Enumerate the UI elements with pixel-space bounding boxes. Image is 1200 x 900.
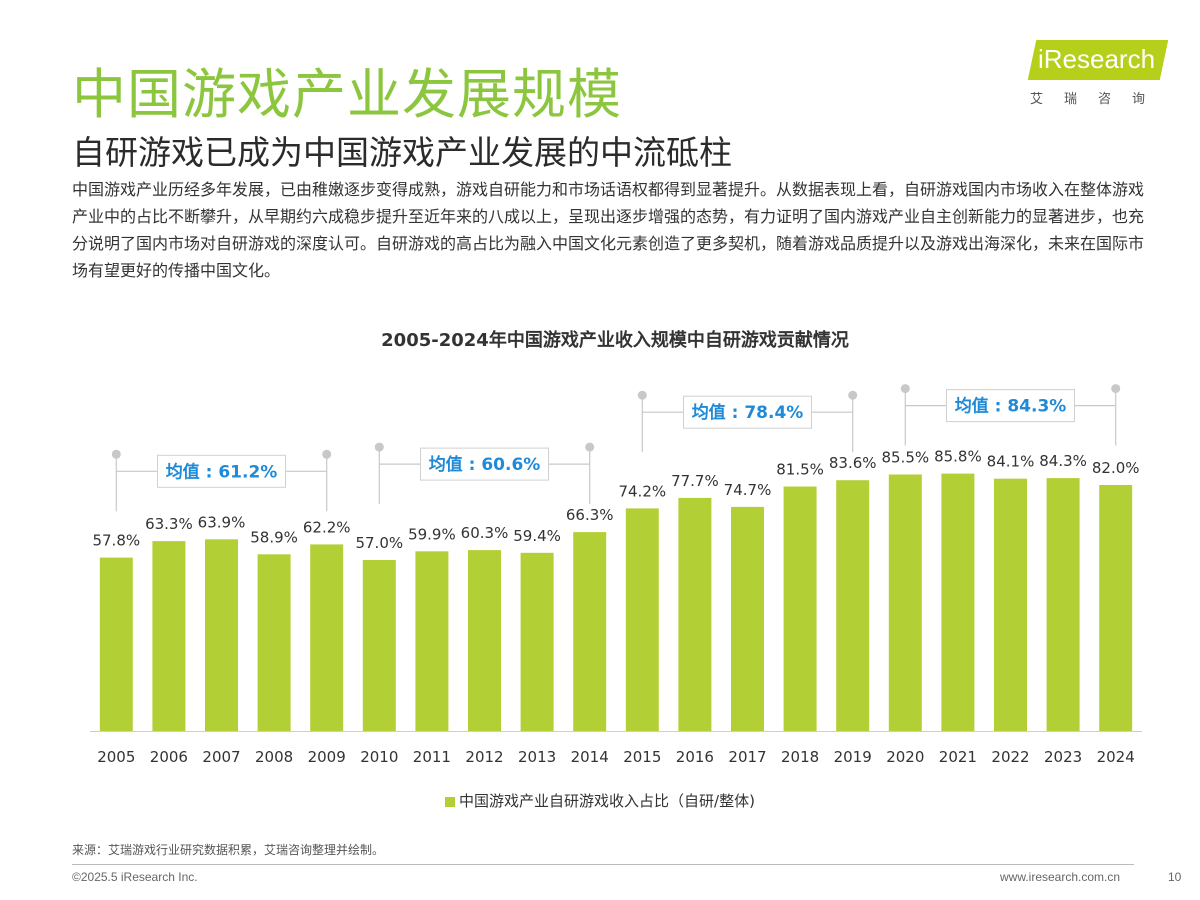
- x-tick-label: 2009: [308, 748, 346, 766]
- average-label-box: [420, 447, 549, 481]
- bar: [415, 551, 449, 731]
- x-tick-label: 2018: [781, 748, 819, 766]
- legend-swatch: [445, 796, 456, 807]
- x-tick-label: 2013: [518, 748, 556, 766]
- x-tick-label: 2024: [1097, 748, 1135, 766]
- x-tick-label: 2016: [676, 748, 714, 766]
- logo-subtext: 艾瑞咨询: [1030, 92, 1167, 107]
- x-tick-label: 2007: [202, 748, 240, 766]
- bar: [836, 480, 870, 731]
- bar: [1099, 485, 1133, 731]
- bar: [678, 497, 712, 731]
- bar: [362, 560, 396, 731]
- average-label-box: [946, 389, 1075, 423]
- bar-value-label: 77.7%: [671, 472, 719, 490]
- bar-value-label: 82.0%: [1092, 459, 1140, 477]
- x-tick-label: 2010: [360, 748, 398, 766]
- x-tick-label: 2021: [939, 748, 977, 766]
- bar: [520, 552, 554, 731]
- x-tick-label: 2006: [150, 748, 188, 766]
- x-tick-label: 2012: [465, 748, 503, 766]
- bar-value-label: 66.3%: [566, 506, 614, 524]
- bar-value-label: 74.2%: [618, 482, 666, 500]
- x-tick-label: 2020: [886, 748, 924, 766]
- bar-value-label: 58.9%: [250, 528, 298, 546]
- bar: [310, 544, 344, 731]
- bar-value-label: 85.8%: [934, 448, 982, 466]
- bar-value-label: 74.7%: [724, 481, 772, 499]
- chart-title: 2005-2024年中国游戏产业收入规模中自研游戏贡献情况: [381, 330, 849, 351]
- x-tick-label: 2023: [1044, 748, 1082, 766]
- bar: [1046, 478, 1080, 731]
- bar-value-label: 83.6%: [829, 454, 877, 472]
- average-label: 均值 : 61.2%: [166, 461, 278, 482]
- x-tick-label: 2011: [413, 748, 451, 766]
- chart-legend: 中国游戏产业自研游戏收入占比（自研/整体): [0, 790, 1200, 811]
- bar-value-label: 63.3%: [145, 515, 193, 533]
- bar: [888, 474, 922, 731]
- x-tick-label: 2008: [255, 748, 293, 766]
- average-label-box: [157, 454, 286, 488]
- source-note: 来源：艾瑞游戏行业研究数据积累，艾瑞咨询整理并绘制。: [72, 843, 385, 857]
- x-tick-label: 2017: [728, 748, 766, 766]
- footer-divider: [72, 864, 1134, 865]
- bar-value-label: 85.5%: [881, 449, 929, 467]
- bar-value-label: 60.3%: [461, 524, 509, 542]
- x-tick-label: 2014: [571, 748, 609, 766]
- bar: [941, 473, 975, 731]
- x-tick-label: 2019: [834, 748, 872, 766]
- intro-paragraph: 中国游戏产业历经多年发展，已由稚嫩逐步变得成熟，游戏自研能力和市场话语权都得到显…: [72, 180, 1145, 280]
- bar-value-label: 84.3%: [1039, 452, 1087, 470]
- page-number: 10: [1168, 870, 1182, 884]
- bar: [468, 550, 501, 731]
- bar-value-label: 84.1%: [987, 453, 1035, 471]
- average-label-box: [683, 395, 812, 429]
- bar: [994, 478, 1027, 731]
- bar-value-label: 59.9%: [408, 525, 456, 543]
- average-label: 均值 : 60.6%: [429, 454, 541, 475]
- bar-value-label: 57.8%: [92, 532, 140, 550]
- x-tick-label: 2022: [991, 748, 1029, 766]
- bar-value-label: 62.2%: [303, 518, 351, 536]
- logo-text: iResearch: [1038, 44, 1156, 74]
- bar-value-label: 63.9%: [198, 513, 246, 531]
- website-link[interactable]: www.iresearch.com.cn: [1000, 870, 1121, 884]
- bar-value-label: 81.5%: [776, 461, 824, 479]
- bar: [99, 557, 133, 731]
- legend-label: 中国游戏产业自研游戏收入占比（自研/整体): [459, 792, 755, 810]
- bar: [625, 508, 659, 731]
- bar: [205, 539, 238, 731]
- average-label: 均值 : 78.4%: [692, 402, 804, 423]
- x-tick-label: 2005: [97, 748, 135, 766]
- bar: [573, 532, 607, 731]
- page-title: 中国游戏产业发展规模: [72, 63, 622, 126]
- x-tick-label: 2015: [623, 748, 661, 766]
- bar-value-label: 59.4%: [513, 527, 561, 545]
- bar: [731, 506, 764, 731]
- bar: [152, 541, 186, 731]
- copyright: ©2025.5 iResearch Inc.: [72, 870, 198, 884]
- iresearch-logo: iResearch 艾瑞咨询: [1027, 40, 1170, 110]
- page-subtitle: 自研游戏已成为中国游戏产业发展的中流砥柱: [72, 133, 732, 172]
- bar: [783, 486, 817, 731]
- bar: [257, 554, 291, 731]
- bar-value-label: 57.0%: [355, 534, 403, 552]
- average-label: 均值 : 84.3%: [955, 396, 1067, 417]
